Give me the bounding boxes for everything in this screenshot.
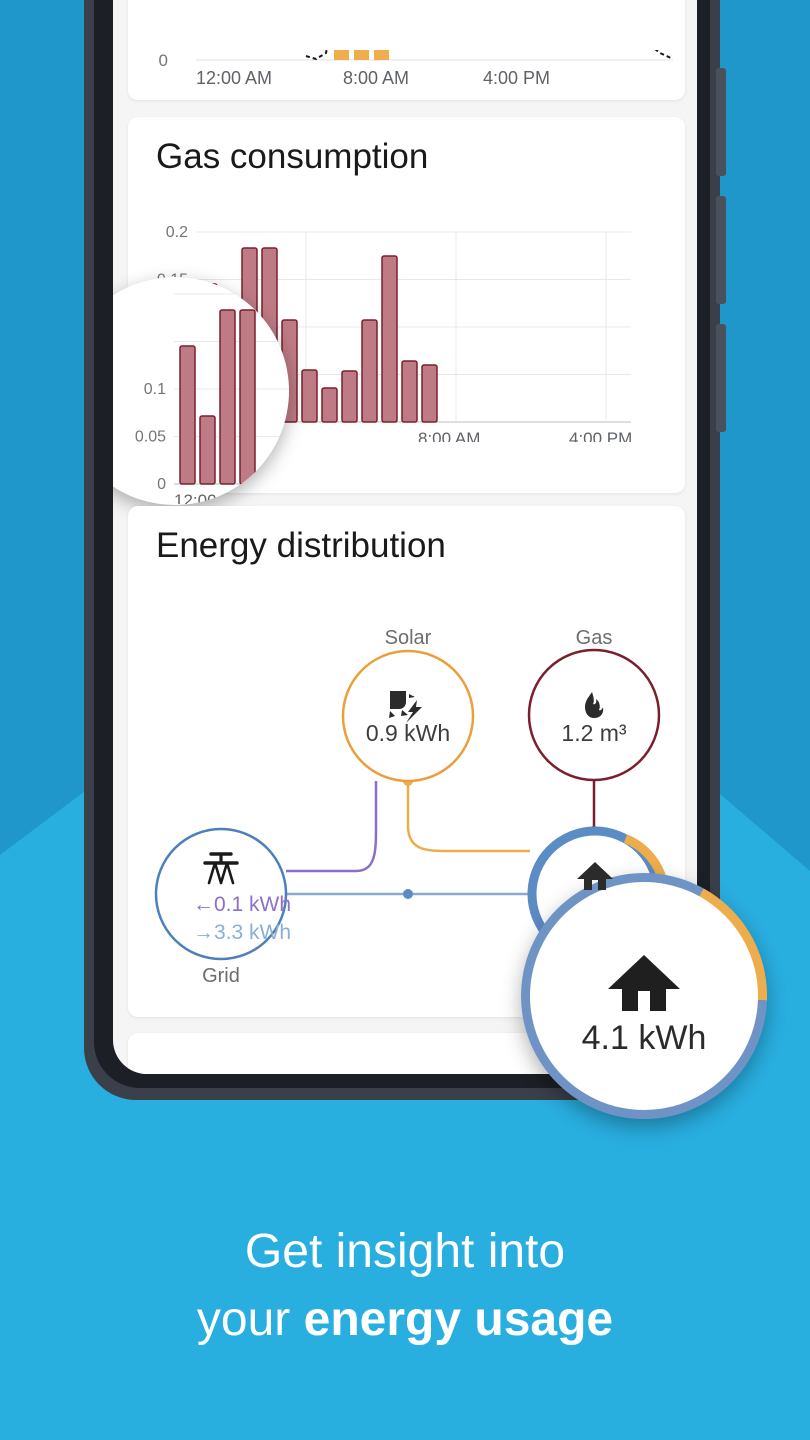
svg-text:4:00 PM: 4:00 PM <box>569 429 632 442</box>
svg-text:8:00 AM: 8:00 AM <box>418 429 480 442</box>
svg-text:0: 0 <box>157 476 166 493</box>
svg-text:0.2: 0.2 <box>166 224 188 241</box>
svg-text:0: 0 <box>159 51 168 70</box>
svg-text:8:00 AM: 8:00 AM <box>343 68 409 88</box>
svg-text:1.2 m³: 1.2 m³ <box>561 720 627 746</box>
svg-text:4:00 PM: 4:00 PM <box>483 68 550 88</box>
svg-text:Solar: Solar <box>385 627 432 649</box>
svg-text:Gas: Gas <box>576 627 613 649</box>
svg-text:12:00 AM: 12:00 AM <box>196 68 272 88</box>
svg-text:←0.1 kWh: ←0.1 kWh <box>193 893 291 916</box>
svg-text:0.05: 0.05 <box>135 429 166 446</box>
svg-text:0.1: 0.1 <box>144 381 166 398</box>
svg-text:→3.3 kWh: →3.3 kWh <box>193 921 291 944</box>
svg-text:12:00 AM: 12:00 AM <box>174 491 246 504</box>
svg-text:Grid: Grid <box>202 965 240 987</box>
